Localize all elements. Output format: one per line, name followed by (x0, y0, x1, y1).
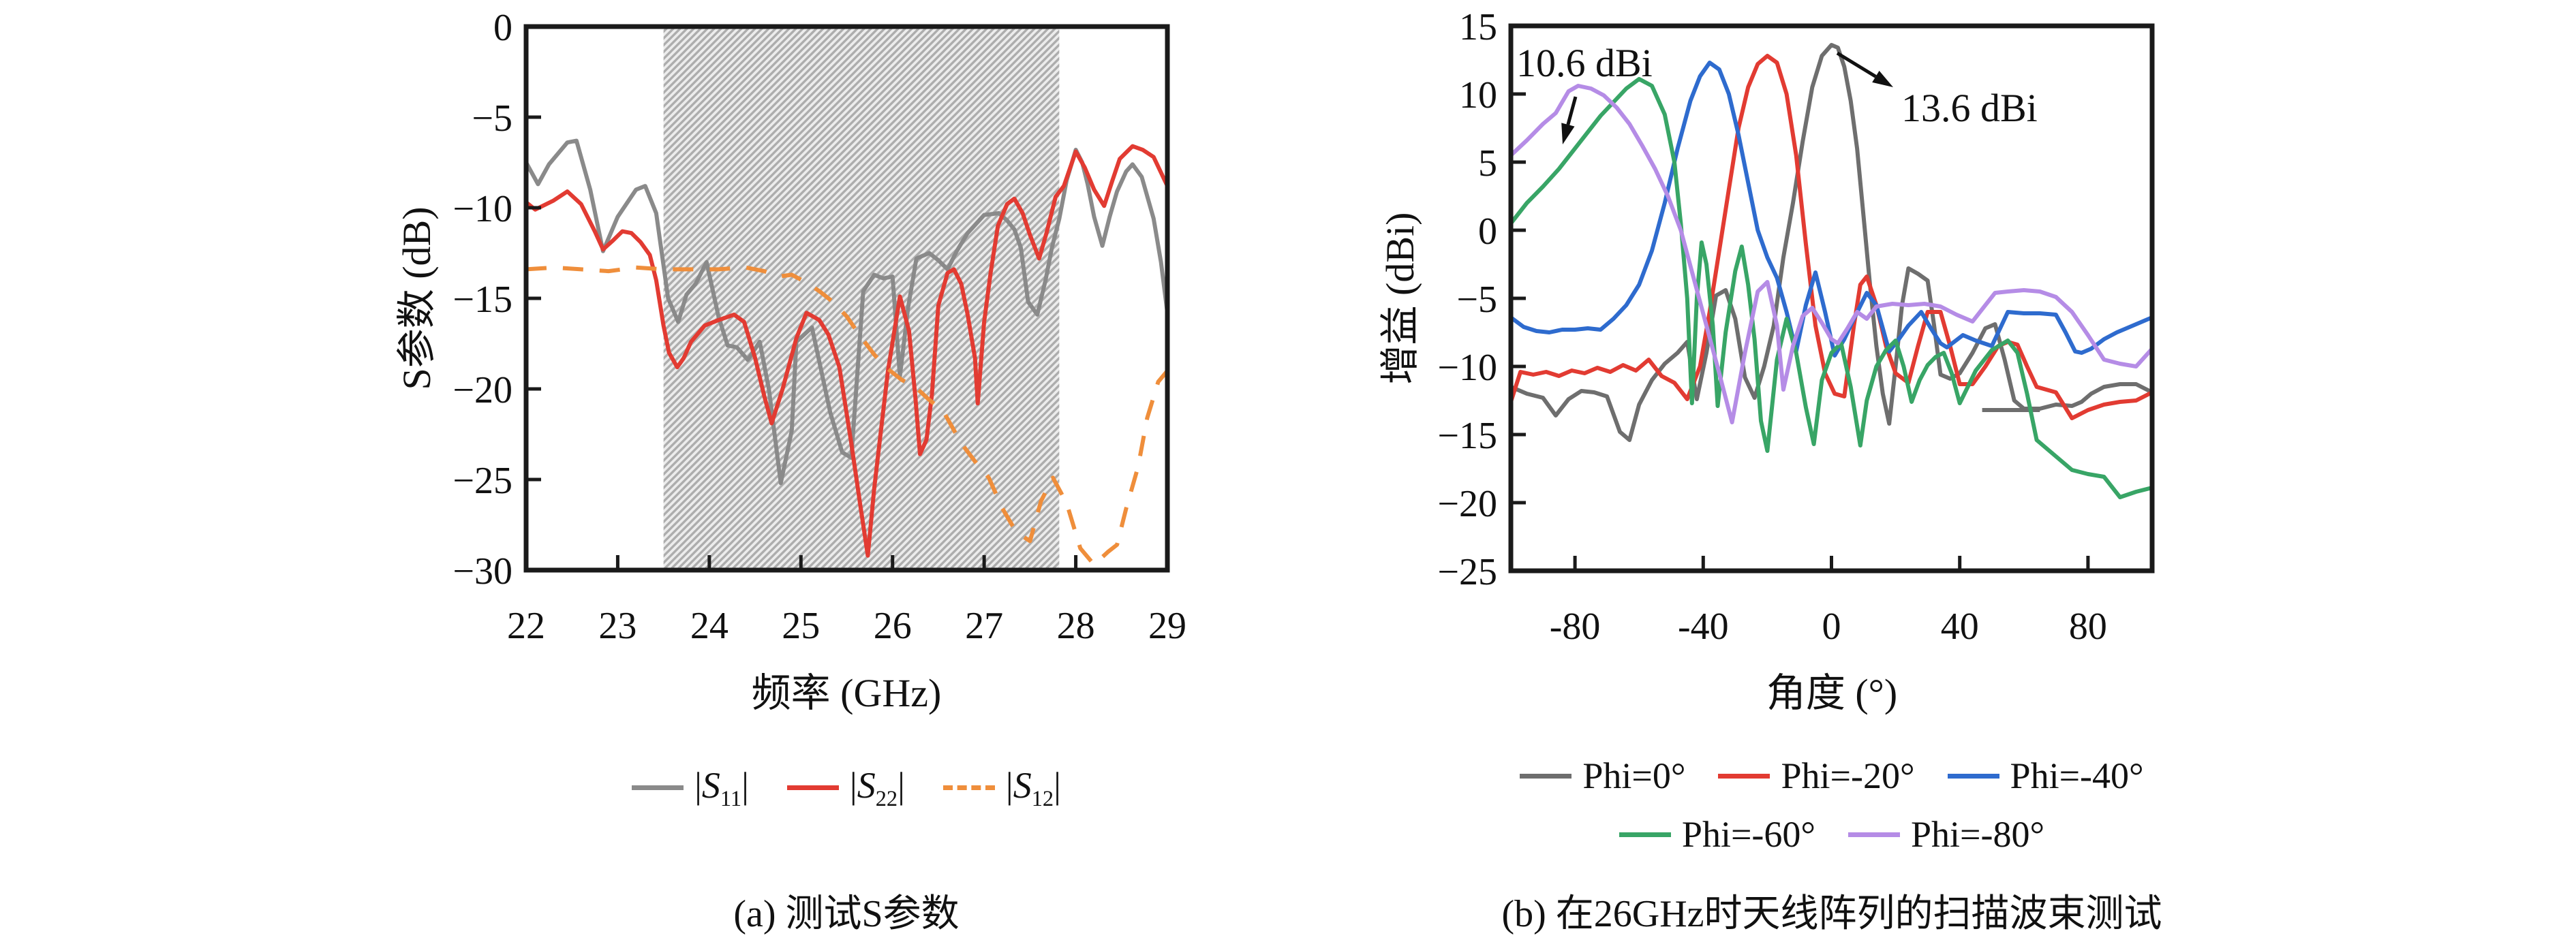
legend-item-Phi-40: Phi=-40° (1947, 755, 2144, 797)
annotation-arrow-line (1566, 96, 1578, 125)
x-tick-label: 29 (1148, 605, 1186, 647)
legend-label: Phi=0° (1582, 755, 1686, 796)
y-tick-label: −20 (1437, 483, 1497, 525)
panel-b-x-axis-label: 角度 (°) (1766, 671, 1898, 715)
series-line-Phi-80 (1511, 84, 2152, 424)
annotation-arrow-head (1561, 123, 1575, 144)
x-tick-label: 22 (507, 605, 545, 647)
series-line-Phi-60 (1511, 77, 2152, 499)
legend-item-Phi-80: Phi=-80° (1848, 813, 2044, 855)
panel-b-legend-row-1: Phi=0° Phi=-20° Phi=-40° (1450, 749, 2213, 802)
annotation-arrow-head (1872, 70, 1893, 87)
y-tick-label: −15 (453, 279, 512, 321)
legend-item-S12: |S12| (942, 764, 1061, 812)
x-tick-label: -80 (1550, 606, 1601, 648)
legend-label: Phi=-40° (2010, 755, 2144, 796)
panel-a-caption: (a) 测试S参数 (733, 893, 960, 935)
panel-a-s-parameters-plot: 22 23 24 25 26 27 28 29 0 −5 −10 −15 −20 −25 −30 (453, 7, 1186, 647)
x-tick-label: -40 (1678, 606, 1729, 648)
legend-label: |S22| (849, 765, 905, 811)
y-tick-label: 15 (1459, 6, 1497, 48)
annotation-label: 10.6 dBi (1516, 41, 1653, 85)
legend-label: Phi=-80° (1911, 814, 2045, 855)
panel-b-caption: (b) 在26GHz时天线阵列的扫描波束测试 (1501, 893, 2162, 935)
legend-swatch-S11 (632, 785, 684, 791)
y-tick-label: 5 (1478, 142, 1497, 185)
y-tick-label: −15 (1437, 415, 1497, 457)
legend-item-S11: |S11| (632, 764, 749, 812)
annotation-label: 13.6 dBi (1901, 86, 2038, 130)
panel-b-y-axis-label: 增益 (dBi) (1378, 212, 1422, 385)
legend-label: Phi=-20° (1781, 755, 1915, 796)
y-tick-label: −5 (472, 97, 512, 140)
y-tick-label: −25 (1437, 551, 1497, 593)
x-tick-label: 24 (690, 605, 729, 647)
y-tick-label: −25 (453, 460, 512, 502)
series-line-S22 (526, 144, 1167, 558)
y-tick-label: −10 (1437, 347, 1497, 389)
panel-b-beam-scan-plot: -80 -40 0 40 80 15 10 5 0 −5 −10 −15 −20 −25 10.6 dBi 1… (1437, 6, 2155, 648)
panel-a-legend: |S11| |S22| |S12| (506, 764, 1187, 812)
x-tick-label: 26 (874, 605, 912, 647)
panel-b-legend: Phi=0° Phi=-20° Phi=-40° Phi=-60° Phi=-80° (1450, 749, 2213, 861)
legend-item-Phi-60: Phi=-60° (1619, 813, 1815, 855)
x-tick-label: 28 (1057, 605, 1095, 647)
legend-item-Phi-20: Phi=-20° (1718, 755, 1915, 797)
legend-label: |S11| (694, 765, 749, 811)
y-tick-label: 0 (493, 7, 512, 49)
legend-swatch-Phi-60 (1619, 832, 1671, 837)
panel-b-legend-row-2: Phi=-60° Phi=-80° (1450, 808, 2213, 861)
legend-label: |S12| (1005, 765, 1061, 811)
y-tick-label: 10 (1459, 74, 1497, 116)
x-tick-label: 80 (2069, 606, 2107, 648)
series-line-Phi0 (1511, 43, 2152, 442)
legend-swatch-Phi0 (1520, 773, 1572, 779)
y-tick-label: −10 (453, 188, 512, 230)
legend-swatch-S22 (786, 785, 839, 791)
legend-item-S22: |S22| (786, 764, 905, 812)
x-tick-label: 23 (598, 605, 637, 647)
y-tick-label: −20 (453, 369, 512, 411)
x-tick-label: 0 (1822, 606, 1841, 648)
legend-item-Phi0: Phi=0° (1520, 755, 1685, 797)
legend-label: Phi=-60° (1681, 814, 1815, 855)
y-tick-label: −30 (453, 550, 512, 593)
panel-a-y-axis-label: S参数 (dB) (395, 206, 439, 390)
x-tick-label: 25 (782, 605, 820, 647)
annotation-arrow-line (1836, 51, 1877, 78)
x-tick-label: 40 (1941, 606, 1979, 648)
panel-a-x-axis-label: 频率 (GHz) (751, 671, 942, 715)
legend-swatch-Phi-20 (1718, 773, 1770, 779)
y-tick-label: −5 (1456, 279, 1497, 321)
x-tick-label: 27 (965, 605, 1003, 647)
legend-swatch-Phi-40 (1947, 773, 1999, 779)
legend-swatch-Phi-80 (1848, 832, 1900, 837)
legend-swatch-S12 (942, 785, 995, 791)
y-tick-label: 0 (1478, 210, 1497, 253)
panel-a-legend-row: |S11| |S22| |S12| (506, 764, 1187, 812)
